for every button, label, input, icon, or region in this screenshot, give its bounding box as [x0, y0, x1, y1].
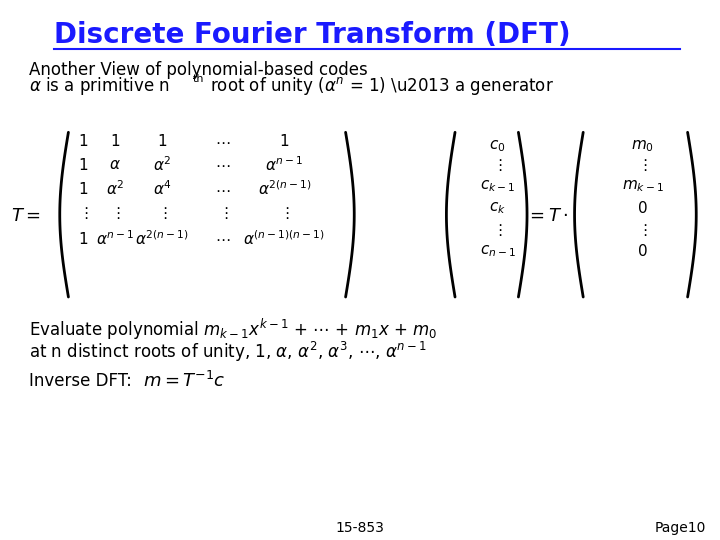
Text: $\vdots$: $\vdots$ [218, 205, 228, 221]
Text: at n distinct roots of unity, 1, $\alpha$, $\alpha^2$, $\alpha^3$, $\cdots$, $\a: at n distinct roots of unity, 1, $\alpha… [29, 340, 427, 364]
Text: $\vdots$: $\vdots$ [637, 157, 648, 173]
Text: 15-853: 15-853 [336, 521, 384, 535]
Text: $\alpha^2$: $\alpha^2$ [106, 180, 125, 198]
Text: $\vdots$: $\vdots$ [157, 205, 167, 221]
Text: $c_0$: $c_0$ [490, 138, 505, 154]
Text: $\alpha$ is a primitive n: $\alpha$ is a primitive n [29, 76, 169, 97]
Text: $1$: $1$ [78, 181, 88, 197]
Text: $\alpha^{n-1}$: $\alpha^{n-1}$ [265, 156, 304, 174]
Text: $\alpha^{2(n-1)}$: $\alpha^{2(n-1)}$ [135, 230, 189, 248]
Text: Evaluate polynomial $m_{k-1}x^{k-1}$ + $\cdots$ + $m_1x$ + $m_0$: Evaluate polynomial $m_{k-1}x^{k-1}$ + $… [29, 317, 437, 342]
Text: Another View of polynomial-based codes: Another View of polynomial-based codes [29, 61, 367, 79]
Text: $c_{k-1}$: $c_{k-1}$ [480, 178, 516, 194]
Text: $1$: $1$ [279, 133, 289, 150]
Text: $\vdots$: $\vdots$ [110, 205, 120, 221]
Text: $\vdots$: $\vdots$ [637, 221, 648, 238]
Text: $\cdots$: $\cdots$ [215, 231, 231, 246]
Text: $1$: $1$ [110, 133, 120, 150]
Text: $= T \cdot$: $= T \cdot$ [526, 207, 568, 225]
Text: $\cdots$: $\cdots$ [215, 157, 231, 172]
Text: th: th [193, 75, 204, 84]
Text: $1$: $1$ [157, 133, 167, 150]
Text: $\cdots$: $\cdots$ [215, 134, 231, 149]
Text: $0$: $0$ [637, 200, 648, 216]
Text: root of unity ($\alpha^n$ = 1) \u2013 a generator: root of unity ($\alpha^n$ = 1) \u2013 a … [210, 76, 554, 97]
Text: $\vdots$: $\vdots$ [492, 157, 503, 173]
Text: $\alpha^{n-1}$: $\alpha^{n-1}$ [96, 230, 135, 248]
Text: $m_{k-1}$: $m_{k-1}$ [621, 178, 664, 194]
Text: $c_k$: $c_k$ [489, 200, 506, 216]
Text: $c_{n-1}$: $c_{n-1}$ [480, 243, 516, 259]
Text: $m = T^{-1}c$: $m = T^{-1}c$ [143, 370, 225, 391]
Text: $\vdots$: $\vdots$ [492, 221, 503, 238]
Text: $1$: $1$ [78, 231, 88, 247]
Text: $\alpha^2$: $\alpha^2$ [153, 156, 171, 174]
Text: $0$: $0$ [637, 243, 648, 259]
Text: Discrete Fourier Transform (DFT): Discrete Fourier Transform (DFT) [54, 21, 571, 49]
Text: $m_0$: $m_0$ [631, 138, 654, 154]
Text: $\vdots$: $\vdots$ [78, 205, 88, 221]
Text: $\alpha^{2(n-1)}$: $\alpha^{2(n-1)}$ [258, 180, 311, 198]
Text: $\alpha^{(n-1)(n-1)}$: $\alpha^{(n-1)(n-1)}$ [243, 230, 325, 248]
Text: $1$: $1$ [78, 133, 88, 150]
Text: $\alpha$: $\alpha$ [109, 157, 121, 172]
Text: $T=$: $T=$ [11, 207, 40, 225]
Text: $\vdots$: $\vdots$ [279, 205, 289, 221]
Text: $\alpha^4$: $\alpha^4$ [153, 180, 171, 198]
Text: Inverse DFT:: Inverse DFT: [29, 372, 137, 390]
Text: $1$: $1$ [78, 157, 88, 173]
Text: Page10: Page10 [654, 521, 706, 535]
Text: $\cdots$: $\cdots$ [215, 181, 231, 197]
